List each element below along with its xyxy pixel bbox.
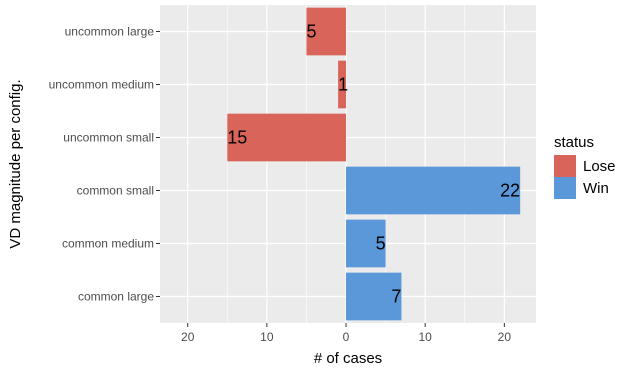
y-tick-label: common small [77,184,154,198]
bar-common-large [346,272,402,321]
y-axis: uncommon large uncommon medium uncommon sm… [49,25,160,304]
legend-title: status [554,134,594,151]
y-tick-label: common large [78,290,154,304]
y-tick-label: uncommon medium [49,78,154,92]
x-axis: 20 10 0 10 20 [181,323,511,344]
legend-key-lose [554,155,576,177]
x-axis-title: # of cases [314,350,382,367]
bar-value-label: 1 [338,75,348,95]
legend-key-win [554,177,576,199]
legend: status Lose Win [554,134,616,199]
y-axis-title: VD magnitude per config. [7,79,24,248]
y-tick-label: common medium [62,237,154,251]
bar-value-label: 22 [500,181,520,201]
bar-uncommon-small [227,113,347,162]
x-tick-label: 20 [498,330,512,344]
y-tick-label: uncommon small [63,131,154,145]
bar-value-label: 5 [306,22,316,42]
y-tick-label: uncommon large [65,25,155,39]
plot-panel [160,5,536,323]
bar-labels: 5 1 15 22 5 7 [227,22,520,307]
bar-uncommon-large [306,7,347,56]
legend-label: Lose [583,158,616,175]
x-tick-label: 0 [343,330,350,344]
bar-value-label: 5 [376,234,386,254]
legend-label: Win [583,180,609,197]
bar-value-label: 15 [227,128,247,148]
bar-uncommon-medium [338,60,347,109]
x-tick-label: 10 [260,330,274,344]
bars [227,7,521,321]
bar-common-medium [346,219,386,268]
bar-common-small [346,166,521,215]
bar-value-label: 7 [391,287,401,307]
x-tick-label: 10 [418,330,432,344]
x-tick-label: 20 [181,330,195,344]
